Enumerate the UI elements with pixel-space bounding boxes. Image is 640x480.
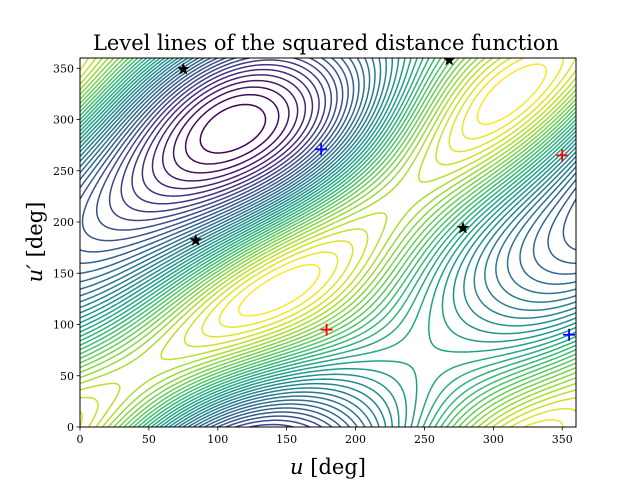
x-axis-unit: [deg] [310, 455, 366, 479]
saddle-marker-7 [456, 221, 470, 234]
contour-level-32 [80, 58, 576, 427]
y-axis-ticks: 0 50 100 150 200 250 300 350 [53, 62, 80, 434]
y-tick-label-2: 100 [53, 319, 74, 332]
contour-level-30 [80, 58, 576, 427]
x-tick-label-2: 100 [207, 433, 228, 446]
critical-point-markers [176, 58, 576, 341]
contour-level-23 [80, 58, 576, 427]
min-marker-0 [315, 143, 328, 156]
plot-frame [79, 57, 577, 428]
contour-level-7 [131, 63, 320, 205]
contour-level-40 [237, 63, 548, 317]
saddle-marker-4 [176, 62, 190, 75]
y-tick-label-0: 0 [67, 421, 74, 434]
x-axis-symbol: u [290, 455, 304, 479]
contour-level-6 [141, 68, 314, 197]
contour-level-35 [80, 58, 576, 427]
contour-level-15 [80, 58, 576, 427]
y-tick-label-1: 50 [60, 370, 74, 383]
x-tick-label-5: 250 [414, 433, 435, 446]
x-tick-label-7: 350 [552, 433, 573, 446]
contour-level-1 [199, 103, 267, 154]
contour-level-8 [120, 59, 327, 213]
x-axis-label: u [deg] [290, 455, 366, 479]
y-axis-unit: [deg] [23, 202, 47, 258]
x-tick-label-0: 0 [77, 433, 84, 446]
x-tick-label-6: 300 [483, 433, 504, 446]
x-tick-label-4: 200 [345, 433, 366, 446]
x-tick-label-3: 150 [276, 433, 297, 446]
contour-level-27 [80, 58, 576, 427]
contour-level-22 [80, 58, 576, 427]
contour-level-2 [184, 93, 280, 165]
y-axis-label: u′ [deg] [23, 202, 47, 283]
contour-level-4 [162, 79, 299, 182]
x-axis-ticks: 0 50 100 150 200 250 300 350 [77, 427, 573, 446]
contour-level-34 [80, 58, 576, 427]
contour-level-17 [80, 58, 576, 427]
max-marker-2 [320, 323, 333, 336]
contour-lines [80, 58, 576, 427]
contour-level-36 [80, 58, 576, 427]
contour-level-5 [151, 74, 307, 190]
contour-level-19 [80, 58, 576, 427]
contour-level-14 [80, 58, 576, 427]
y-tick-label-4: 200 [53, 216, 74, 229]
max-marker-3 [556, 149, 569, 162]
x-tick-label-1: 50 [142, 433, 156, 446]
contour-level-29 [80, 58, 576, 427]
y-tick-label-5: 250 [53, 165, 74, 178]
min-marker-1 [563, 328, 576, 341]
contour-level-37 [80, 58, 576, 427]
contour-level-26 [80, 58, 576, 427]
contour-level-3 [172, 86, 290, 174]
y-tick-label-7: 350 [53, 62, 74, 75]
y-tick-label-3: 150 [53, 267, 74, 280]
y-tick-label-6: 300 [53, 114, 74, 127]
contour-level-20 [80, 58, 576, 427]
chart-title: Level lines of the squared distance func… [93, 31, 559, 55]
saddle-marker-6 [189, 233, 203, 246]
y-axis-symbol: u′ [23, 264, 47, 283]
